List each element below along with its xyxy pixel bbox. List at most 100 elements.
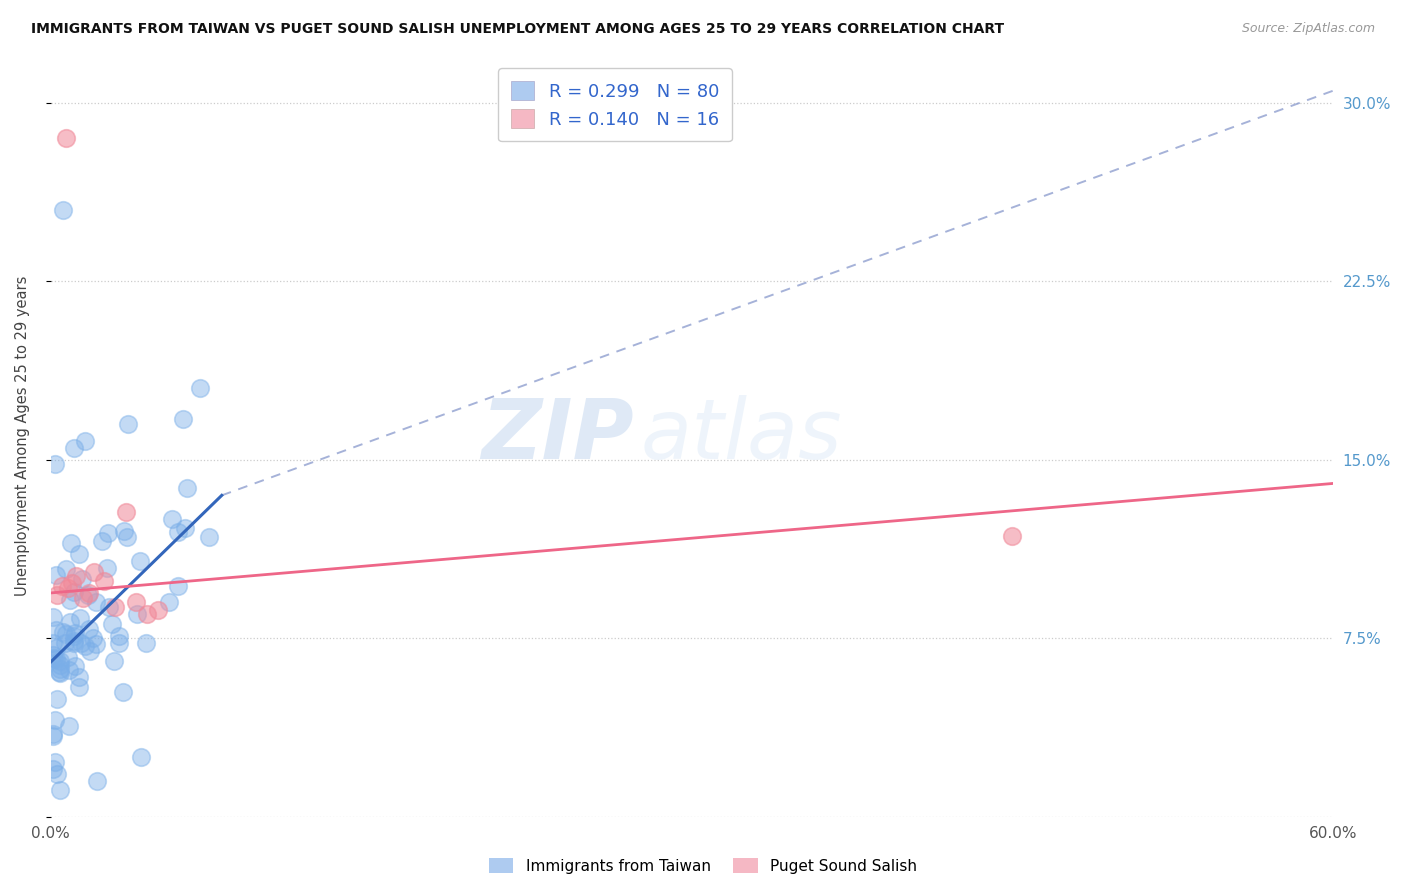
Point [103,654,125,668]
Point [162,512,184,526]
Point [79,586,101,600]
Point [77,622,100,636]
Point [135,636,157,650]
Point [49,783,72,797]
Point [67,680,90,694]
Legend: R = 0.299   N = 80, R = 0.140   N = 16: R = 0.299 N = 80, R = 0.140 N = 16 [498,68,731,141]
Point [63,659,86,673]
Point [60,576,83,591]
Point [60,536,83,550]
Point [58,650,80,665]
Point [198,530,221,544]
Point [44,651,66,665]
Point [55,627,77,641]
Point [46,766,69,780]
Point [96,561,118,575]
Point [53,636,76,650]
Text: atlas: atlas [641,395,842,476]
Point [188,381,211,395]
Point [72,591,94,605]
Point [1001,529,1024,543]
Point [56,581,79,595]
Point [84,595,107,609]
Text: ZIP: ZIP [481,395,634,476]
Point [42,648,65,662]
Point [112,524,135,539]
Point [65,569,87,583]
Point [97,525,120,540]
Point [44,714,66,728]
Point [86,637,108,651]
Point [111,685,134,699]
Point [167,525,190,540]
Y-axis label: Unemployment Among Ages 25 to 29 years: Unemployment Among Ages 25 to 29 years [15,276,30,596]
Point [72,572,94,586]
Point [157,595,180,609]
Point [129,554,152,568]
Point [125,595,148,609]
Point [46,588,69,602]
Point [101,617,124,632]
Point [86,773,108,788]
Point [44,756,66,770]
Point [45,640,67,655]
Point [146,602,169,616]
Point [79,643,101,657]
Point [48,665,70,680]
Point [42,729,65,743]
Point [73,434,96,448]
Point [173,521,195,535]
Point [48,662,70,676]
Point [63,626,86,640]
Point [167,579,190,593]
Point [117,417,139,431]
Point [42,635,65,649]
Point [42,610,65,624]
Text: IMMIGRANTS FROM TAIWAN VS PUGET SOUND SALISH UNEMPLOYMENT AMONG AGES 25 TO 29 YE: IMMIGRANTS FROM TAIWAN VS PUGET SOUND SA… [31,22,1004,37]
Point [73,639,96,653]
Point [42,762,65,776]
Point [63,633,86,648]
Point [69,610,91,624]
Point [49,654,72,668]
Point [45,624,67,638]
Point [58,663,80,677]
Point [55,562,77,576]
Point [55,131,77,145]
Point [63,629,86,643]
Point [67,670,90,684]
Point [45,691,67,706]
Point [104,600,127,615]
Point [97,600,120,615]
Point [127,607,149,622]
Point [63,441,86,455]
Point [44,458,66,472]
Point [51,579,73,593]
Point [108,636,131,650]
Point [172,411,194,425]
Point [176,481,198,495]
Point [49,666,72,681]
Point [48,657,70,672]
Point [58,719,80,733]
Point [59,615,82,630]
Point [59,593,82,607]
Point [69,636,91,650]
Point [42,727,65,741]
Point [51,624,73,639]
Point [91,533,114,548]
Point [129,750,152,764]
Point [77,588,100,602]
Text: Source: ZipAtlas.com: Source: ZipAtlas.com [1241,22,1375,36]
Point [108,629,131,643]
Point [83,565,105,579]
Point [114,505,136,519]
Point [82,631,104,645]
Point [52,202,75,217]
Point [67,547,90,561]
Point [136,607,159,622]
Point [45,652,67,666]
Point [115,530,138,544]
Legend: Immigrants from Taiwan, Puget Sound Salish: Immigrants from Taiwan, Puget Sound Sali… [482,852,924,880]
Point [63,636,86,650]
